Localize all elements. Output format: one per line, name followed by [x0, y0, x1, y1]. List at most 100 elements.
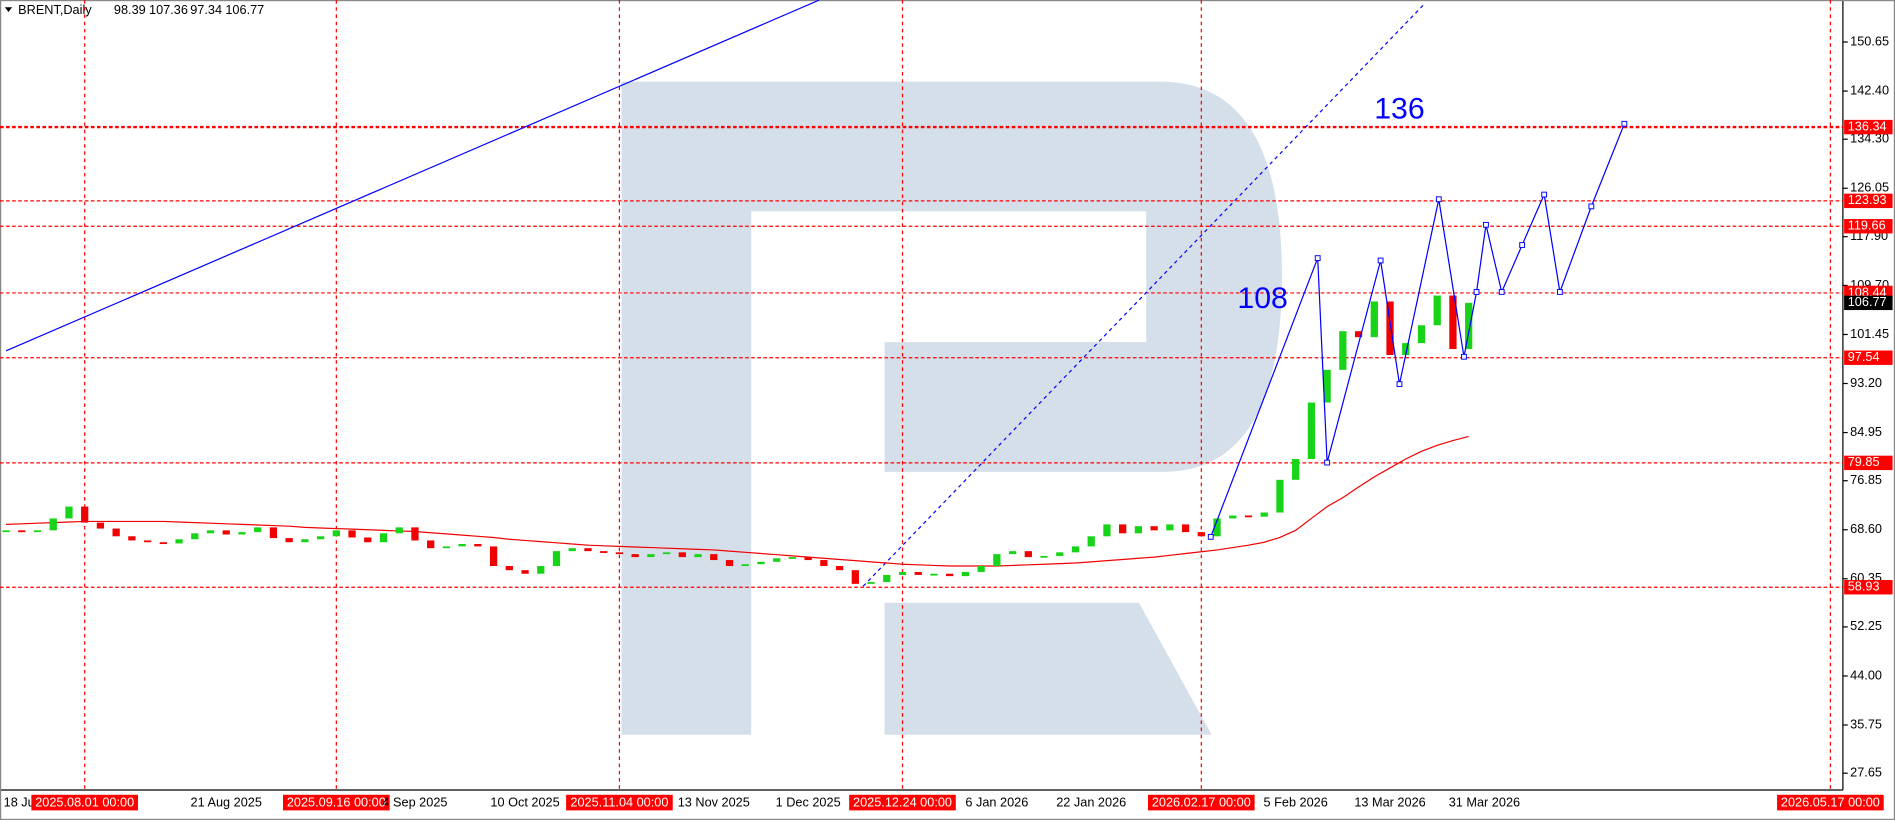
date-box — [849, 794, 956, 811]
candle — [1119, 524, 1127, 534]
candle — [993, 554, 1001, 567]
date-box — [1777, 794, 1884, 811]
y-tick-label: 76.85 — [1850, 473, 1882, 487]
candle — [1465, 302, 1473, 350]
x-tick-label: 2026.02.17 00:00 — [1152, 796, 1251, 810]
ohlc-high: 107.36 — [149, 3, 188, 17]
candle — [914, 571, 922, 575]
candle — [505, 566, 513, 571]
candle — [206, 530, 215, 534]
candle — [96, 522, 105, 529]
y-tick-label: 142.40 — [1850, 83, 1889, 97]
candle — [1150, 526, 1158, 531]
candle — [1024, 551, 1032, 558]
candle — [662, 552, 671, 555]
candle — [537, 566, 545, 574]
candle — [285, 538, 293, 543]
candle — [175, 539, 183, 544]
x-tick-label: 2025.09.16 00:00 — [287, 796, 386, 810]
candle — [379, 533, 388, 543]
forecast-point — [1498, 289, 1505, 295]
candle — [411, 527, 419, 541]
y-tick-label: 150.65 — [1850, 34, 1889, 48]
y-tick-label: 35.75 — [1850, 717, 1882, 731]
annotation: 136 — [1374, 93, 1425, 126]
candle — [1339, 331, 1347, 370]
level-box — [1844, 193, 1893, 209]
candle — [521, 570, 529, 574]
y-tick-label: 93.20 — [1850, 376, 1882, 390]
candle — [741, 564, 749, 567]
candle — [1103, 524, 1111, 537]
y-tick-label: 44.00 — [1850, 668, 1882, 682]
x-tick-label: 21 Aug 2025 — [191, 796, 262, 810]
candle — [1181, 524, 1190, 533]
forecast-point — [1324, 459, 1331, 466]
candle — [332, 530, 340, 537]
candle — [81, 506, 89, 523]
ohlc-low: 97.34 — [190, 3, 222, 17]
y-tick-label: 68.60 — [1850, 522, 1882, 536]
level-box — [1844, 350, 1893, 365]
date-box — [566, 794, 673, 811]
candle — [1244, 515, 1253, 518]
candle — [1307, 402, 1316, 460]
date-box — [283, 794, 390, 811]
y-tick-label: 134.30 — [1850, 132, 1889, 146]
x-tick-label: 13 Mar 2026 — [1354, 796, 1425, 810]
x-tick-label: 2025.12.24 00:00 — [853, 796, 952, 810]
level-box — [1844, 219, 1893, 234]
candle — [1449, 295, 1457, 350]
candle — [143, 540, 152, 543]
x-tick-label: 6 Jan 2026 — [965, 796, 1028, 810]
x-tick-label: 2025.08.01 00:00 — [35, 796, 134, 810]
candle — [773, 558, 781, 562]
moving-average — [6, 435, 1469, 567]
y-tick-label: 84.95 — [1850, 425, 1882, 439]
forecast-point — [1473, 289, 1480, 295]
y-tick-label: 52.25 — [1850, 619, 1882, 633]
forecast-point — [1621, 120, 1628, 127]
x-tick-label: 1 Dec 2025 — [776, 796, 841, 810]
forecast-point — [1556, 289, 1563, 295]
candle — [552, 551, 561, 567]
x-tick-label: 2025.11.04 00:00 — [570, 796, 668, 810]
candle — [851, 570, 859, 584]
candle — [1292, 459, 1300, 480]
candle — [2, 530, 10, 533]
candle — [128, 536, 136, 541]
forecast-point — [1588, 203, 1595, 210]
forecast-point — [1314, 255, 1321, 261]
candle — [820, 560, 828, 567]
candle — [568, 548, 576, 552]
candle — [442, 546, 451, 549]
candle — [1087, 536, 1095, 547]
candle — [1071, 546, 1080, 553]
candle — [1433, 295, 1441, 326]
watermark — [621, 81, 1282, 735]
candle — [631, 554, 639, 558]
level-box — [1844, 580, 1893, 595]
candle — [584, 548, 592, 552]
candle — [159, 542, 167, 545]
watermark-r — [621, 81, 1282, 735]
level-box — [1844, 119, 1893, 135]
candle — [1008, 551, 1017, 555]
candle — [33, 530, 42, 533]
date-box — [1148, 794, 1255, 811]
candle — [725, 560, 734, 567]
y-tick-label: 101.45 — [1850, 327, 1889, 341]
candle — [222, 530, 230, 535]
symbol: BRENT,Daily — [18, 3, 92, 17]
forecast-point — [1461, 353, 1467, 360]
candle — [1040, 555, 1048, 558]
x-tick-label: 10 Oct 2025 — [490, 796, 559, 810]
candle — [427, 540, 435, 549]
x-tick-label: 4 Sep 2025 — [382, 796, 447, 810]
candle — [1197, 532, 1205, 537]
candle — [301, 539, 309, 543]
candle — [883, 574, 891, 583]
candle — [1260, 512, 1268, 517]
